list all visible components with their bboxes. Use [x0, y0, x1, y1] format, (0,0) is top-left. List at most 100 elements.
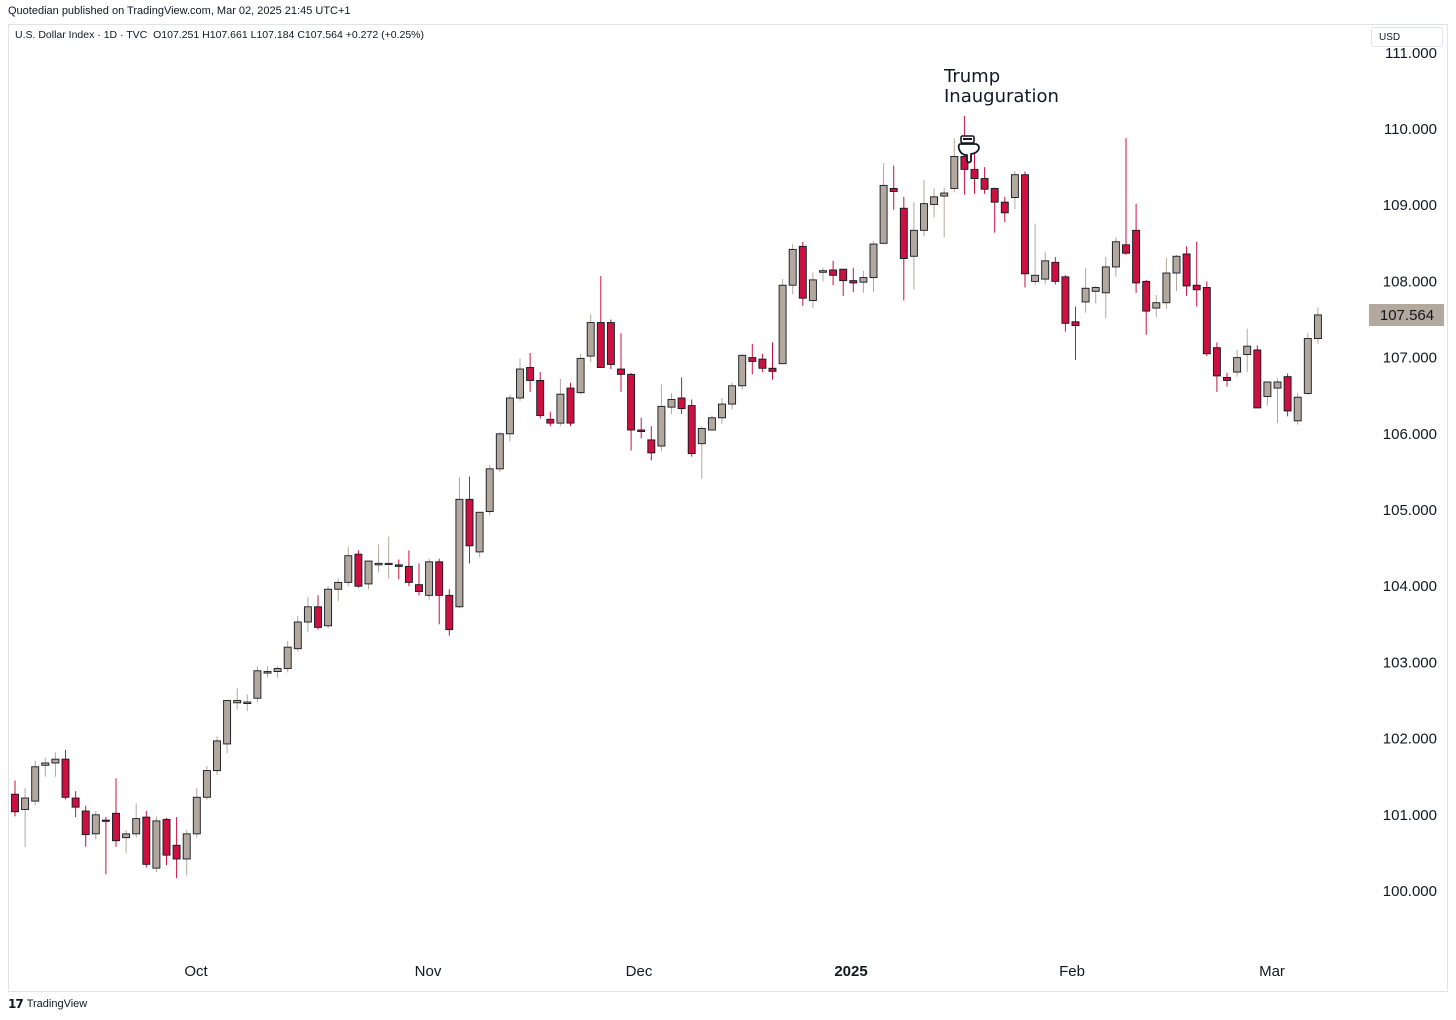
candle-body [1051, 261, 1060, 282]
candle-body [334, 581, 343, 590]
candle [859, 270, 868, 293]
candle-body [1253, 349, 1262, 409]
candle [980, 167, 989, 194]
candle-body [687, 405, 696, 455]
candle-body [142, 816, 151, 865]
candle-body [819, 270, 827, 273]
candle-body [970, 168, 979, 179]
candle [1293, 392, 1302, 425]
candle [455, 477, 464, 609]
candle-body [788, 248, 797, 286]
candle-body [202, 770, 211, 798]
candle-body [859, 277, 868, 283]
price-axis[interactable]: 100.000 101.000 102.000 103.000 104.000 105.0… [1383, 45, 1437, 900]
candle [829, 260, 838, 286]
candle-body [728, 385, 737, 405]
symbol-ohlc-line: U.S. Dollar Index · 1D · TVC O107.251 H1… [15, 29, 424, 41]
candle-body [445, 594, 454, 631]
candle-body [1283, 376, 1292, 412]
candle-body [899, 207, 908, 259]
candle-body [1172, 255, 1181, 274]
candle [263, 666, 272, 678]
candle-body [657, 405, 666, 447]
candle-body [122, 833, 131, 839]
candle [192, 788, 201, 838]
candle [344, 546, 353, 587]
candle-body [879, 184, 888, 244]
candle [415, 563, 423, 596]
candle [91, 810, 100, 840]
candle [1142, 279, 1151, 335]
candle-body [1021, 174, 1029, 275]
candle [71, 791, 80, 818]
candle [728, 382, 737, 410]
candle [1283, 373, 1292, 417]
candle [930, 188, 939, 218]
time-tick-label: Nov [415, 963, 442, 980]
candle-body [465, 498, 474, 547]
candle-body [253, 670, 262, 699]
chart-frame [8, 24, 1448, 992]
candle [384, 536, 393, 579]
candle-body [283, 646, 292, 669]
annotation-line-2: Inauguration [944, 86, 1059, 107]
candle-body [1000, 201, 1009, 214]
candle [1172, 254, 1181, 292]
price-tick-label: 108.000 [1383, 273, 1437, 290]
price-tick-label: 110.000 [1384, 121, 1437, 138]
candle [101, 817, 110, 875]
candle [667, 393, 676, 414]
candle [687, 399, 696, 457]
symbol-name[interactable]: U.S. Dollar Index · 1D · TVC [15, 29, 148, 41]
candle [445, 589, 454, 636]
candle [788, 244, 797, 295]
candle [1152, 295, 1161, 318]
tradingview-logo-icon: 𝟭𝟳 [8, 997, 24, 1011]
candle [404, 550, 413, 587]
candle-body [182, 833, 191, 860]
candle [202, 766, 211, 800]
candle-body [324, 588, 333, 627]
currency-button[interactable]: USD [1371, 27, 1443, 47]
candle-body [21, 797, 30, 810]
candle [1243, 328, 1252, 373]
candle-body [920, 203, 928, 231]
time-axis[interactable]: Oct Nov Dec 2025 Feb Mar [184, 963, 1285, 980]
candle-body [1192, 284, 1201, 291]
candle-body [627, 373, 636, 431]
pointing-hand-icon [957, 135, 980, 164]
candle [334, 578, 343, 602]
candle [849, 267, 858, 293]
candle-body [1303, 338, 1312, 394]
candle-body [637, 429, 646, 432]
candle [768, 342, 777, 380]
candle-body [516, 368, 524, 399]
candle [162, 817, 171, 866]
candle-body [617, 368, 625, 375]
candle-body [1142, 280, 1151, 312]
candle-body [940, 192, 949, 197]
candle-body [758, 358, 767, 369]
candle [1313, 307, 1322, 344]
candle [1192, 241, 1201, 307]
candle-body [576, 357, 585, 394]
candle-body [889, 187, 898, 192]
candle-body [243, 701, 252, 704]
candle [899, 196, 908, 301]
candle [637, 417, 646, 439]
candle-body [41, 762, 50, 766]
price-tick-label: 106.000 [1383, 426, 1437, 443]
candle [920, 180, 928, 237]
footer-brand[interactable]: 𝟭𝟳 TradingView [8, 997, 87, 1011]
candle [354, 550, 363, 588]
candle [950, 138, 959, 193]
candle-body [404, 565, 413, 583]
candle-body [768, 367, 777, 372]
candle-body [303, 606, 312, 623]
candle-body [132, 818, 141, 835]
candle-body [263, 671, 272, 674]
candle-body [849, 280, 858, 284]
candle [738, 353, 747, 390]
candle-body [233, 700, 242, 704]
